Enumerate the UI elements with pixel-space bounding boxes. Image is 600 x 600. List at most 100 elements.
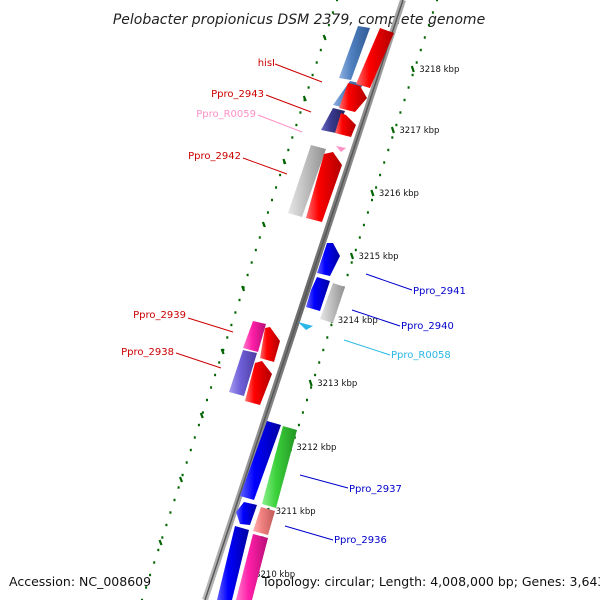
outer-ring-dot [354, 248, 357, 252]
inner-ring-dot [299, 111, 302, 114]
gene-Ppro_2939-red[interactable] [260, 327, 280, 362]
gene-lower-blue[interactable] [217, 526, 249, 600]
tick-label: 3211 kbp [276, 507, 316, 517]
gene-label-Ppro_2939[interactable]: Ppro_2939 [133, 310, 186, 321]
inner-ring-dot [238, 298, 241, 302]
inner-ring-dot [319, 48, 322, 52]
inner-ring-dot [145, 586, 148, 589]
gene-Ppro_2936-magenta[interactable] [236, 534, 268, 600]
gene-label-Ppro_R0059[interactable]: Ppro_R0059 [196, 109, 256, 120]
minor-tick [178, 476, 184, 483]
gene-Ppro_2936-blue-arrow[interactable] [236, 502, 257, 525]
gene-upper-red-arrow[interactable] [339, 83, 367, 112]
major-tick [349, 252, 355, 260]
inner-ring-dot [254, 248, 257, 252]
gene-label-Ppro_2937[interactable]: Ppro_2937 [349, 484, 402, 495]
inner-ring-dot [161, 536, 164, 539]
outer-ring-dot [350, 261, 353, 264]
inner-ring-dot [157, 548, 160, 552]
outer-ring-dot [395, 123, 398, 127]
genome-backbone [202, 0, 406, 600]
inner-ring-dot [173, 498, 176, 502]
gene-Ppro_2942-gray[interactable] [288, 145, 326, 217]
minor-tick [282, 158, 287, 165]
outer-ring-dot [411, 73, 414, 77]
outer-ring-dot [423, 36, 426, 39]
inner-ring-dot [291, 136, 294, 139]
gene-Ppro_2940[interactable] [306, 277, 330, 311]
inner-ring-dot [315, 61, 318, 64]
inner-ring-dot [271, 198, 273, 202]
outer-ring-dot [301, 411, 304, 414]
gene-Ppro_R0058[interactable] [298, 322, 313, 330]
inner-ring-dot [226, 336, 229, 339]
inner-ring-dot [250, 261, 253, 264]
gene-label-Ppro_2936[interactable]: Ppro_2936 [334, 535, 387, 546]
gene-Ppro_2937-blue[interactable] [240, 421, 281, 500]
gene-label-Ppro_2941[interactable]: Ppro_2941 [413, 286, 466, 297]
accession-text: Accession: NC_008609 [9, 574, 152, 589]
gene-label-hisI[interactable]: hisI [258, 58, 275, 69]
major-tick [410, 65, 415, 73]
gene-Ppro_2943[interactable] [335, 113, 356, 137]
gene-Ppro_2943-left[interactable] [321, 108, 345, 133]
gene-Ppro_2942-red[interactable] [306, 152, 342, 222]
gene-upper-red-top[interactable] [356, 28, 394, 88]
inner-ring-dot [206, 398, 208, 402]
inner-ring-dot [197, 423, 200, 427]
outer-ring-dot [358, 236, 361, 239]
gene-Ppro_2938-red[interactable] [245, 361, 272, 405]
outer-ring-dot [387, 148, 390, 152]
gene-label-Ppro_2943[interactable]: Ppro_2943 [211, 89, 264, 100]
outer-ring-dot [297, 423, 300, 427]
minor-tick [220, 348, 225, 355]
inner-ring-dot [141, 598, 143, 600]
inner-ring-dot [149, 573, 152, 577]
gene-hisI[interactable] [339, 26, 370, 80]
tick-label: 3213 kbp [317, 379, 357, 389]
outer-ring-dot [419, 48, 422, 52]
gene-features [217, 26, 394, 600]
gene-label-Ppro_R0058[interactable]: Ppro_R0058 [391, 350, 451, 361]
inner-ring-dot [222, 348, 225, 352]
inner-ring-dot [218, 361, 221, 364]
inner-ring-dot [189, 448, 192, 452]
inner-ring-dot [295, 123, 298, 127]
gene-label-Ppro_2942[interactable]: Ppro_2942 [188, 151, 241, 162]
gene-Ppro_2938-lavender[interactable] [229, 350, 257, 396]
outer-ring-dot [407, 86, 410, 89]
inner-ring-dot [230, 323, 233, 327]
tick-label: 3216 kbp [379, 189, 419, 199]
inner-ring-dot [214, 373, 217, 377]
minor-tick [158, 539, 163, 546]
tick-label: 3218 kbp [419, 65, 459, 75]
inner-ring-dot [153, 561, 156, 564]
outer-ring-dot [436, 0, 438, 2]
tick-label: 3210 kbp [255, 570, 295, 580]
minor-tick [322, 34, 327, 41]
gene-Ppro_2936-salmon[interactable] [253, 507, 275, 535]
tick-label: 3215 kbp [359, 252, 399, 262]
outer-ring-dot [391, 136, 394, 139]
inner-ring-dot [246, 273, 249, 277]
outer-ring-dot [346, 273, 349, 277]
gene-label-Ppro_2940[interactable]: Ppro_2940 [401, 321, 454, 332]
inner-ring-dot [311, 73, 314, 77]
minor-tick [241, 285, 246, 292]
inner-ring-dot [165, 523, 168, 527]
inner-ring-dot [275, 186, 278, 189]
gene-label-Ppro_2938[interactable]: Ppro_2938 [121, 347, 174, 358]
gene-Ppro_2941[interactable] [317, 243, 340, 276]
minor-tick [261, 221, 266, 228]
label-leaders [175, 63, 413, 541]
outer-ring-dot [318, 361, 321, 364]
topology-text: Topology: circular; Length: 4,008,000 bp… [262, 574, 600, 589]
outer-ring-dot [310, 386, 313, 389]
inner-ring-dot [258, 236, 261, 239]
gene-Ppro_2939-magenta[interactable] [243, 321, 266, 352]
outer-ring-dot [306, 398, 308, 402]
gene-Ppro_R0059[interactable] [336, 146, 346, 152]
gene-Ppro_2937-green[interactable] [262, 426, 297, 508]
gene-Ppro_2940-gray[interactable] [320, 283, 345, 323]
